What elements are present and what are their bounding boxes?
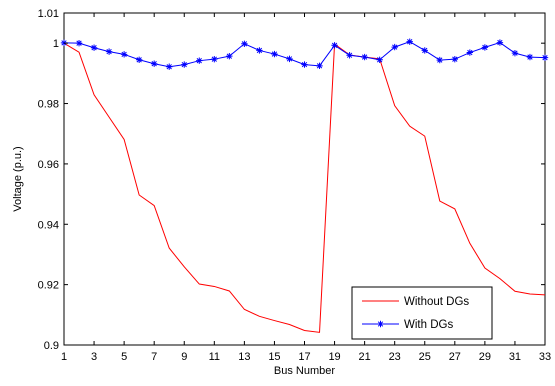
data-point-with-dgs [421,47,428,54]
data-point-with-dgs [436,56,443,64]
data-point-with-dgs [541,54,549,61]
data-point-with-dgs [196,57,203,64]
y-tick-label: 0.94 [38,219,59,231]
data-point-with-dgs [271,50,278,58]
x-tick-label: 17 [298,351,310,363]
data-point-with-dgs [511,49,519,57]
data-point-with-dgs [361,53,368,61]
data-point-with-dgs [406,38,413,45]
y-tick-label: 0.98 [38,99,59,111]
x-tick-label: 13 [238,351,250,363]
x-tick-label: 5 [121,351,127,363]
data-point-with-dgs [451,55,459,63]
x-tick-label: 31 [509,351,521,363]
data-point-with-dgs [166,63,173,70]
data-point-with-dgs [466,49,474,56]
x-tick-label: 27 [449,351,461,363]
data-point-with-dgs [90,44,98,51]
data-point-with-dgs [496,39,504,46]
x-tick-label: 19 [328,351,340,363]
y-axis-label: Voltage (p.u.) [12,146,24,211]
data-point-with-dgs [211,55,218,63]
data-point-with-dgs [135,56,143,63]
y-tick-label: 1 [53,38,59,50]
ticks-layer: 1 3 5 7 9 11 13 15 17 19 21 23 25 27 29 31 330.90.920.94… [38,8,552,363]
y-tick-label: 0.92 [38,280,59,292]
y-tick-label: 0.9 [44,340,59,352]
data-point-with-dgs [301,61,308,68]
x-tick-label: 9 [181,351,187,363]
data-point-with-dgs [75,39,83,47]
data-point-with-dgs [526,53,534,61]
data-point-with-dgs [376,56,383,63]
y-tick-label: 1.01 [38,8,59,20]
x-axis-label: Bus Number [274,365,335,377]
y-tick-label: 0.96 [38,159,59,171]
series-line-without-dgs [63,42,546,333]
legend-marker-with-dgs [377,320,384,328]
x-tick-label: 15 [268,351,280,363]
data-point-with-dgs [241,40,248,47]
data-point-with-dgs [286,55,293,63]
legend-label-with-dgs: With DGs [404,319,453,331]
data-point-with-dgs [481,44,489,51]
data-point-with-dgs [226,52,233,60]
legend: Without DGs With DGs [351,286,493,340]
x-tick-label: 23 [389,351,401,363]
x-tick-label: 7 [151,351,157,363]
data-point-with-dgs [105,48,113,55]
x-tick-label: 1 [61,351,67,363]
series-layer [60,38,549,333]
legend-label-without-dgs: Without DGs [404,296,469,308]
data-point-with-dgs [120,51,128,58]
x-tick-label: 25 [419,351,431,363]
data-point-with-dgs [331,42,338,49]
x-tick-label: 33 [539,351,551,363]
data-point-with-dgs [346,52,353,59]
data-point-with-dgs [256,47,263,54]
x-tick-label: 3 [91,351,97,363]
x-tick-label: 21 [359,351,371,363]
data-point-with-dgs [150,60,158,67]
x-tick-label: 29 [479,351,491,363]
data-point-with-dgs [391,43,398,51]
data-point-with-dgs [181,61,188,68]
x-tick-label: 11 [209,351,220,363]
legend-box [351,286,493,340]
data-point-with-dgs [316,62,323,70]
